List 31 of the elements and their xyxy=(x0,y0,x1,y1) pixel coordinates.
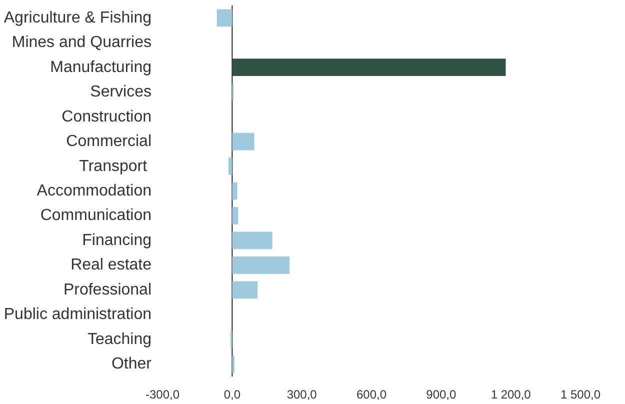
bar xyxy=(232,207,238,224)
y-tick-label: Agriculture & Fishing xyxy=(4,9,152,26)
x-tick-label: 600,0 xyxy=(356,388,387,402)
y-tick-label: Teaching xyxy=(87,330,152,348)
x-tick-label: 1 500,0 xyxy=(560,388,601,402)
y-tick-label: Commercial xyxy=(66,133,152,150)
x-tick-label: 300,0 xyxy=(286,388,318,402)
x-tick-label: 0,0 xyxy=(224,388,241,402)
bar xyxy=(232,58,506,76)
y-tick-label: Mines and Quarries xyxy=(12,34,152,52)
y-tick-label: Real estate xyxy=(70,256,152,274)
y-tick-label: Communication xyxy=(40,207,152,224)
y-tick-label: Accommodation xyxy=(36,182,152,200)
bar xyxy=(228,158,232,175)
y-tick-label: Services xyxy=(90,84,152,101)
y-tick-label: Public administration xyxy=(4,306,152,324)
y-tick-label: Professional xyxy=(63,281,152,298)
bar xyxy=(232,232,272,250)
bar xyxy=(232,182,238,200)
y-tick-label: Construction xyxy=(62,108,152,126)
y-tick-label: Financing xyxy=(82,232,152,249)
y-tick-label: Transport xyxy=(79,158,148,175)
bar xyxy=(216,9,232,27)
bar xyxy=(232,281,258,299)
x-tick-label: 900,0 xyxy=(426,388,457,402)
y-tick-label: Other xyxy=(111,356,152,373)
x-tick-label: 1 200,0 xyxy=(490,388,532,402)
x-tick-label: -300,0 xyxy=(145,388,180,402)
bar xyxy=(232,132,254,150)
y-tick-label: Manufacturing xyxy=(50,58,152,76)
bar xyxy=(232,256,290,274)
